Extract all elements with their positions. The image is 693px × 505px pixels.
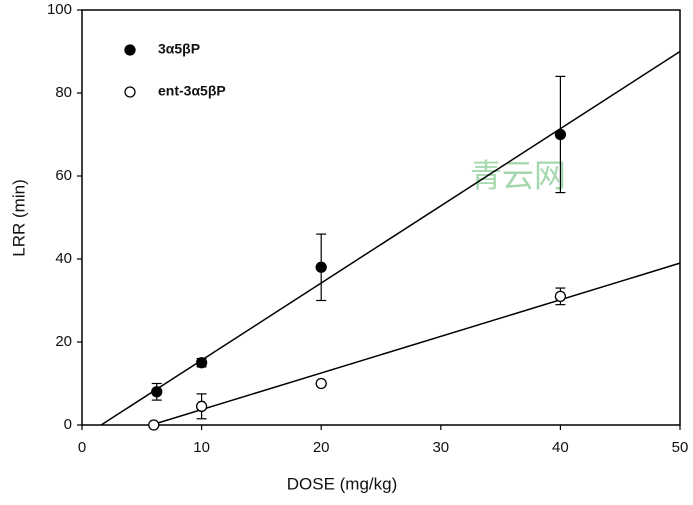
data-point xyxy=(315,377,327,390)
x-axis-label: DOSE (mg/kg) xyxy=(287,474,398,493)
y-axis-label: LRR (min) xyxy=(9,179,28,256)
y-tick-label: 60 xyxy=(55,167,72,184)
legend-marker xyxy=(124,86,136,98)
y-tick-label: 20 xyxy=(55,333,72,350)
x-tick-label: 0 xyxy=(78,439,86,456)
x-tick-label: 30 xyxy=(432,439,449,456)
legend-marker xyxy=(124,44,136,56)
y-tick-label: 40 xyxy=(55,250,72,267)
x-tick-label: 50 xyxy=(672,439,689,456)
data-point xyxy=(151,386,163,398)
y-tick-label: 100 xyxy=(47,1,72,18)
legend-label: 3α5βP xyxy=(158,41,200,57)
plot-frame xyxy=(81,9,681,426)
x-tick-label: 20 xyxy=(313,439,330,456)
x-tick-label: 10 xyxy=(193,439,210,456)
y-tick-label: 80 xyxy=(55,84,72,101)
y-tick-label: 0 xyxy=(64,416,72,433)
data-point xyxy=(148,419,160,431)
data-point xyxy=(554,128,567,141)
fit-line xyxy=(100,50,681,426)
legend-label: ent-3α5βP xyxy=(158,83,226,99)
data-point xyxy=(315,261,327,273)
fit-line xyxy=(151,262,681,426)
data-point xyxy=(195,400,208,412)
data-point xyxy=(195,357,208,369)
data-point xyxy=(554,290,567,303)
watermark: 青云网 xyxy=(470,157,566,193)
x-tick-label: 40 xyxy=(552,439,569,456)
